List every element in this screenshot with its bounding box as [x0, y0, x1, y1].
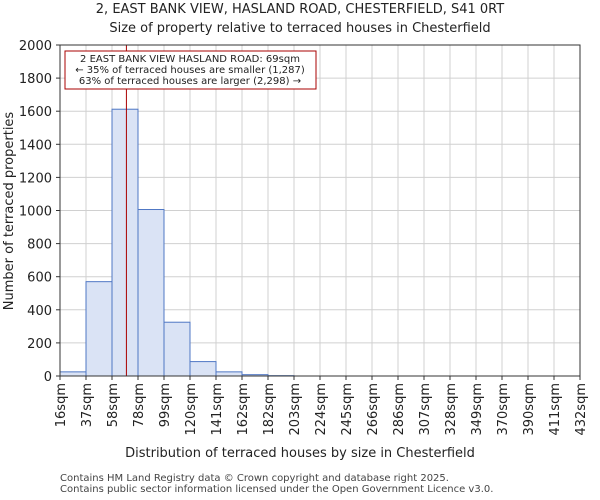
bar [215, 371, 243, 377]
footer: Contains HM Land Registry data © Crown c… [60, 473, 493, 495]
x-tick-label: 390sqm [522, 383, 537, 436]
x-tick-label: 78sqm [132, 383, 147, 427]
y-tick-label: 1200 [19, 171, 52, 186]
x-tick-label: 328sqm [444, 383, 459, 436]
y-axis-ticks: 0 200 400 600 800 1000 1200 1400 1600 1800 2000 [19, 39, 60, 385]
x-tick-label: 162sqm [236, 383, 251, 436]
bar [137, 209, 165, 377]
y-tick-label: 1800 [19, 72, 52, 87]
x-tick-label: 37sqm [80, 383, 95, 427]
footer-line-2: Contains public sector information licen… [60, 484, 494, 495]
y-tick-label: 600 [27, 271, 52, 286]
x-tick-label: 120sqm [184, 383, 199, 436]
x-tick-label: 203sqm [288, 383, 303, 436]
annotation-line-2: ← 35% of terraced houses are smaller (1,… [75, 65, 305, 76]
y-tick-label: 1400 [19, 138, 52, 153]
x-tick-label: 370sqm [496, 383, 511, 436]
x-tick-label: 286sqm [392, 383, 407, 436]
x-tick-label: 245sqm [340, 383, 355, 436]
y-tick-label: 0 [44, 370, 52, 385]
y-tick-label: 400 [27, 304, 52, 319]
x-tick-label: 349sqm [470, 383, 485, 436]
chart-title: 2, EAST BANK VIEW, HASLAND ROAD, CHESTER… [95, 2, 505, 17]
bar [59, 371, 87, 377]
bar [111, 108, 139, 377]
bar [85, 281, 113, 377]
x-tick-label: 307sqm [418, 383, 433, 436]
y-tick-label: 2000 [19, 39, 52, 54]
y-tick-label: 200 [27, 337, 52, 352]
y-tick-label: 1600 [19, 105, 52, 120]
plot-area [59, 44, 581, 377]
x-tick-label: 58sqm [106, 383, 121, 427]
x-tick-label: 411sqm [548, 383, 563, 436]
x-tick-label: 99sqm [158, 383, 173, 427]
x-axis-ticks: 16sqm 37sqm 58sqm 78sqm 99sqm 120sqm 141sqm 162… [54, 376, 589, 436]
bar [189, 361, 217, 377]
y-axis-label: Number of terraced properties [2, 112, 17, 311]
x-axis-label: Distribution of terraced houses by size … [125, 446, 475, 461]
bars [59, 108, 295, 377]
y-tick-label: 1000 [19, 205, 52, 220]
annotation-line-3: 63% of terraced houses are larger (2,298… [79, 76, 301, 87]
annotation-box: 2 EAST BANK VIEW HASLAND ROAD: 69sqm ← 3… [64, 50, 317, 90]
bar [163, 321, 191, 377]
annotation-frame [64, 50, 317, 90]
x-tick-label: 182sqm [262, 383, 277, 436]
chart-subtitle: Size of property relative to terraced ho… [109, 21, 491, 36]
x-tick-label: 266sqm [366, 383, 381, 436]
histogram-chart: 0 200 400 600 800 1000 1200 1400 1600 1800 2000 16… [2, 39, 589, 461]
x-tick-label: 16sqm [54, 383, 69, 427]
x-tick-label: 224sqm [314, 383, 329, 436]
footer-line-1: Contains HM Land Registry data © Crown c… [60, 473, 449, 484]
y-tick-label: 800 [27, 238, 52, 253]
x-tick-label: 141sqm [210, 383, 225, 436]
annotation-line-1: 2 EAST BANK VIEW HASLAND ROAD: 69sqm [80, 54, 300, 65]
x-tick-label: 432sqm [574, 383, 589, 436]
